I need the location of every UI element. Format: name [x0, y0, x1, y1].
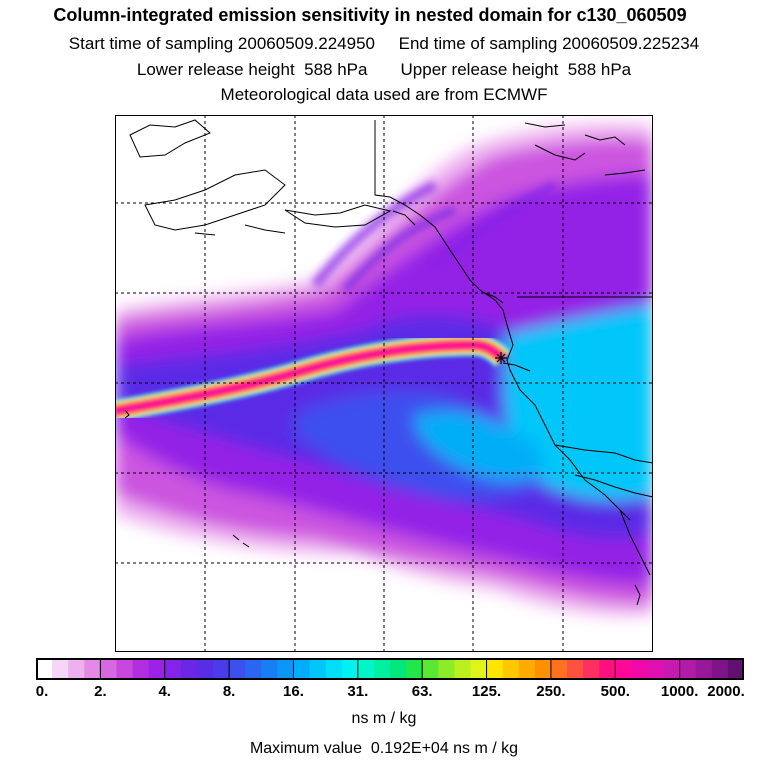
colorbar-swatch: [470, 658, 488, 680]
colorbar-border: [36, 658, 744, 680]
coastlines: [124, 119, 653, 606]
colorbar-swatch: [325, 658, 343, 680]
colorbar-swatch: [583, 658, 600, 680]
colorbar-swatch: [245, 658, 262, 680]
release-height-line: Lower release height 588 hPa Upper relea…: [136, 60, 632, 79]
colorbar-swatch: [261, 658, 278, 680]
colorbar-swatch: [679, 658, 697, 680]
colorbar-swatch: [36, 658, 53, 680]
colorbar-swatch: [711, 658, 729, 680]
colorbar-swatch: [486, 658, 504, 680]
colorbar-tick-label: 2000.: [707, 683, 745, 700]
colorbar-swatch: [599, 658, 616, 680]
colorbar-swatch: [277, 658, 294, 680]
colorbar-swatch: [148, 658, 166, 680]
colorbar-swatch: [213, 658, 230, 680]
plume-band: [115, 333, 511, 422]
release-point-marker: [495, 352, 507, 364]
colorbar-tick-label: 500.: [600, 683, 630, 700]
colorbar-units: ns m / kg: [351, 710, 417, 727]
colorbar-swatch: [52, 658, 69, 680]
colorbar-swatch: [422, 658, 439, 680]
colorbar-tick-label: 63.: [411, 683, 433, 700]
colorbar-tick-label: 250.: [536, 683, 566, 700]
colorbar-swatch: [647, 658, 665, 680]
colorbar-swatch: [518, 658, 536, 680]
colorbar-swatch: [196, 658, 214, 680]
colorbar-swatch: [663, 658, 681, 680]
colorbar-swatch: [68, 658, 85, 680]
colorbar-swatch: [357, 658, 375, 680]
colorbar-tick-label: 16.: [283, 683, 304, 700]
colorbar-swatch: [84, 658, 101, 680]
colorbar-swatch: [695, 658, 713, 680]
colorbar-swatch: [534, 658, 552, 680]
colorbar: [36, 658, 744, 680]
met-data-line: Meteorological data used are from ECMWF: [220, 85, 548, 104]
colorbar-swatch: [454, 658, 471, 680]
colorbar-tick-label: 1000.: [660, 683, 699, 700]
colorbar-swatch: [100, 658, 117, 680]
colorbar-swatch: [631, 658, 648, 680]
colorbar-tick-label: 0.: [35, 683, 49, 700]
colorbar-swatch: [727, 658, 744, 680]
sampling-time-line: Start time of sampling 20060509.224950 E…: [68, 34, 700, 53]
colorbar-swatch: [390, 658, 407, 680]
colorbar-swatch: [438, 658, 455, 680]
colorbar-swatch: [293, 658, 311, 680]
sensitivity-map: [115, 115, 653, 652]
colorbar-tick-label: 125.: [471, 683, 502, 700]
colorbar-swatch: [180, 658, 198, 680]
colorbar-tick-label: 31.: [347, 683, 369, 700]
colorbar-swatch: [229, 658, 246, 680]
colorbar-swatch: [341, 658, 359, 680]
colorbar-swatch: [309, 658, 327, 680]
colorbar-swatch: [502, 658, 520, 680]
colorbar-tick-label: 2.: [94, 683, 107, 700]
map-title: Column-integrated emission sensitivity i…: [53, 5, 687, 25]
colorbar-swatch: [550, 658, 568, 680]
colorbar-swatch: [373, 658, 391, 680]
maximum-value: Maximum value 0.192E+04 ns m / kg: [249, 740, 519, 757]
colorbar-swatch: [132, 658, 150, 680]
colorbar-tick-label: 4.: [158, 683, 171, 700]
colorbar-swatch: [116, 658, 134, 680]
colorbar-tick-label: 8.: [222, 683, 236, 700]
colorbar-swatch: [164, 658, 182, 680]
colorbar-swatch: [615, 658, 632, 680]
colorbar-swatch: [567, 658, 584, 680]
colorbar-swatch: [406, 658, 423, 680]
